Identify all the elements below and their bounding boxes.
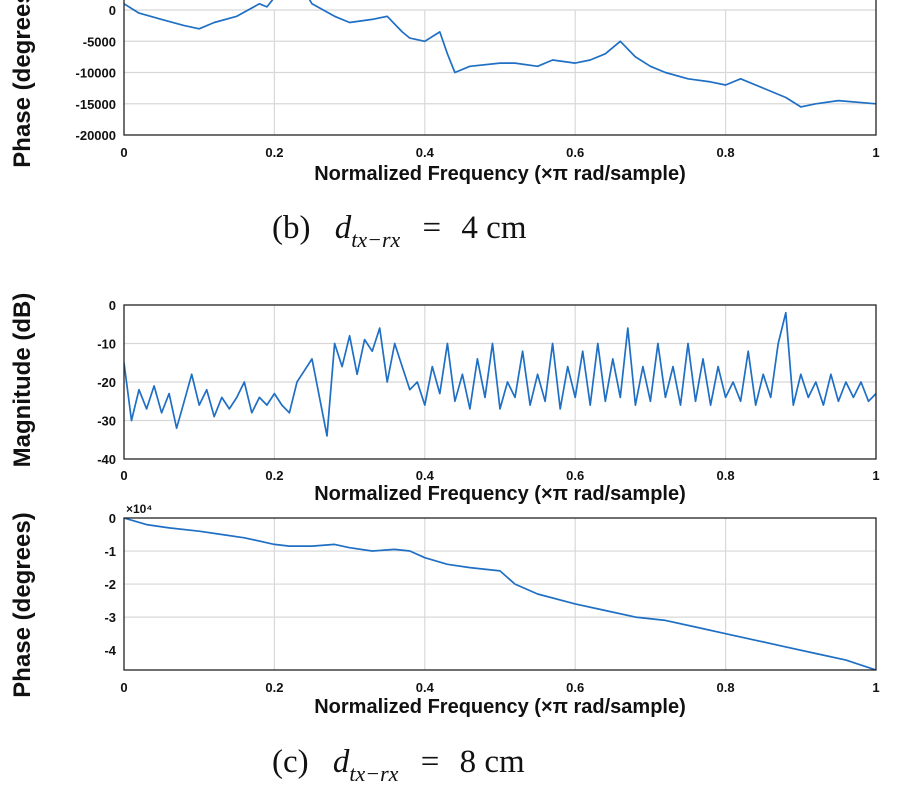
y-tick-label: -20000 xyxy=(76,128,116,143)
caption-b-equals: = xyxy=(423,210,442,246)
x-tick-label: 0.4 xyxy=(416,680,435,695)
series-group xyxy=(124,0,876,108)
y-axis-label: Phase (degrees) xyxy=(9,0,36,168)
caption-b-value: 4 cm xyxy=(461,210,526,246)
x-tick-label: 0.2 xyxy=(265,145,283,160)
axes-frame xyxy=(123,517,877,671)
x-tick-label: 0.6 xyxy=(566,468,584,483)
y-tick-label: -30 xyxy=(97,414,116,429)
y-tick-label: 0 xyxy=(109,511,116,526)
series-group xyxy=(124,518,876,670)
x-tick-label: 0.8 xyxy=(717,680,735,695)
axes-frame xyxy=(123,304,877,460)
y-tick-label: -5000 xyxy=(83,34,116,49)
grid-lines xyxy=(124,9,876,135)
series-line xyxy=(124,0,876,108)
y-tick-label: -15000 xyxy=(76,97,116,112)
y-tick-label: -1 xyxy=(104,544,116,559)
y-tick-label: -4 xyxy=(104,643,116,658)
caption-c: (c) dtx−rx = 8 cm xyxy=(272,744,525,789)
magnitude-plot-c: 0 0.2 0.4 0.6 0.8 1 0 -10 -20 -30 -40 Normalized … xyxy=(9,293,880,505)
y-exponent-label: ×10⁴ xyxy=(126,502,152,516)
x-tick-label: 0.6 xyxy=(566,145,584,160)
x-tick-label: 0.2 xyxy=(265,680,283,695)
caption-c-label: (c) xyxy=(272,744,309,780)
x-tick-labels: 0 0.2 0.4 0.6 0.8 1 xyxy=(120,145,879,160)
y-axis-label: Phase (degrees) xyxy=(9,512,36,697)
x-tick-label: 0 xyxy=(120,680,127,695)
y-tick-label: -20 xyxy=(97,375,116,390)
x-axis-label: Normalized Frequency (×π rad/sample) xyxy=(314,163,686,185)
y-tick-label: 0 xyxy=(109,298,116,313)
caption-c-variable: d xyxy=(333,744,350,780)
axes-frame xyxy=(123,0,877,136)
y-tick-label: -2 xyxy=(104,577,116,592)
y-tick-labels: 0 -10 -20 -30 -40 xyxy=(97,298,116,467)
y-tick-labels: 0 -1 -2 -3 -4 xyxy=(104,511,116,658)
caption-c-subscript: tx−rx xyxy=(349,761,398,786)
y-axis-label: Magnitude (dB) xyxy=(9,293,36,468)
series-group xyxy=(124,311,876,437)
x-tick-label: 0.8 xyxy=(717,468,735,483)
caption-c-value: 8 cm xyxy=(460,744,525,780)
y-tick-label: -40 xyxy=(97,452,116,467)
y-tick-label: 0 xyxy=(109,3,116,18)
x-tick-label: 1 xyxy=(872,468,879,483)
grid-lines xyxy=(124,305,876,459)
x-tick-labels: 0 0.2 0.4 0.6 0.8 1 xyxy=(120,680,879,695)
phase-plot-c: 0 0.2 0.4 0.6 0.8 1 0 -1 -2 -3 -4 ×10⁴ Normalized… xyxy=(9,502,880,718)
x-tick-label: 0.4 xyxy=(416,145,435,160)
x-tick-label: 0 xyxy=(120,468,127,483)
y-tick-label: -10 xyxy=(97,337,116,352)
series-line xyxy=(124,518,876,670)
x-tick-label: 0.2 xyxy=(265,468,283,483)
x-axis-label: Normalized Frequency (×π rad/sample) xyxy=(314,483,686,505)
x-tick-label: 0.6 xyxy=(566,680,584,695)
x-axis-label: Normalized Frequency (×π rad/sample) xyxy=(314,696,686,718)
x-tick-label: 1 xyxy=(872,145,879,160)
x-tick-labels: 0 0.2 0.4 0.6 0.8 1 xyxy=(120,468,879,483)
x-tick-label: 0.8 xyxy=(717,145,735,160)
y-tick-label: -10000 xyxy=(76,66,116,81)
caption-b-variable: d xyxy=(335,210,352,246)
caption-b: (b) dtx−rx = 4 cm xyxy=(272,210,527,255)
grid-lines xyxy=(124,518,876,670)
y-tick-label: -3 xyxy=(104,610,116,625)
x-tick-label: 1 xyxy=(872,680,879,695)
x-tick-label: 0.4 xyxy=(416,468,435,483)
phase-plot-b: 0 0.2 0.4 0.6 0.8 1 0-5000-10000-15000-20000 … xyxy=(9,0,880,185)
x-tick-label: 0 xyxy=(120,145,127,160)
caption-c-equals: = xyxy=(421,744,440,780)
caption-b-subscript: tx−rx xyxy=(351,227,400,252)
caption-b-label: (b) xyxy=(272,210,310,246)
series-line xyxy=(124,311,876,437)
y-tick-labels: 0 -5000 -10000 -15000 -20000 xyxy=(76,3,116,143)
